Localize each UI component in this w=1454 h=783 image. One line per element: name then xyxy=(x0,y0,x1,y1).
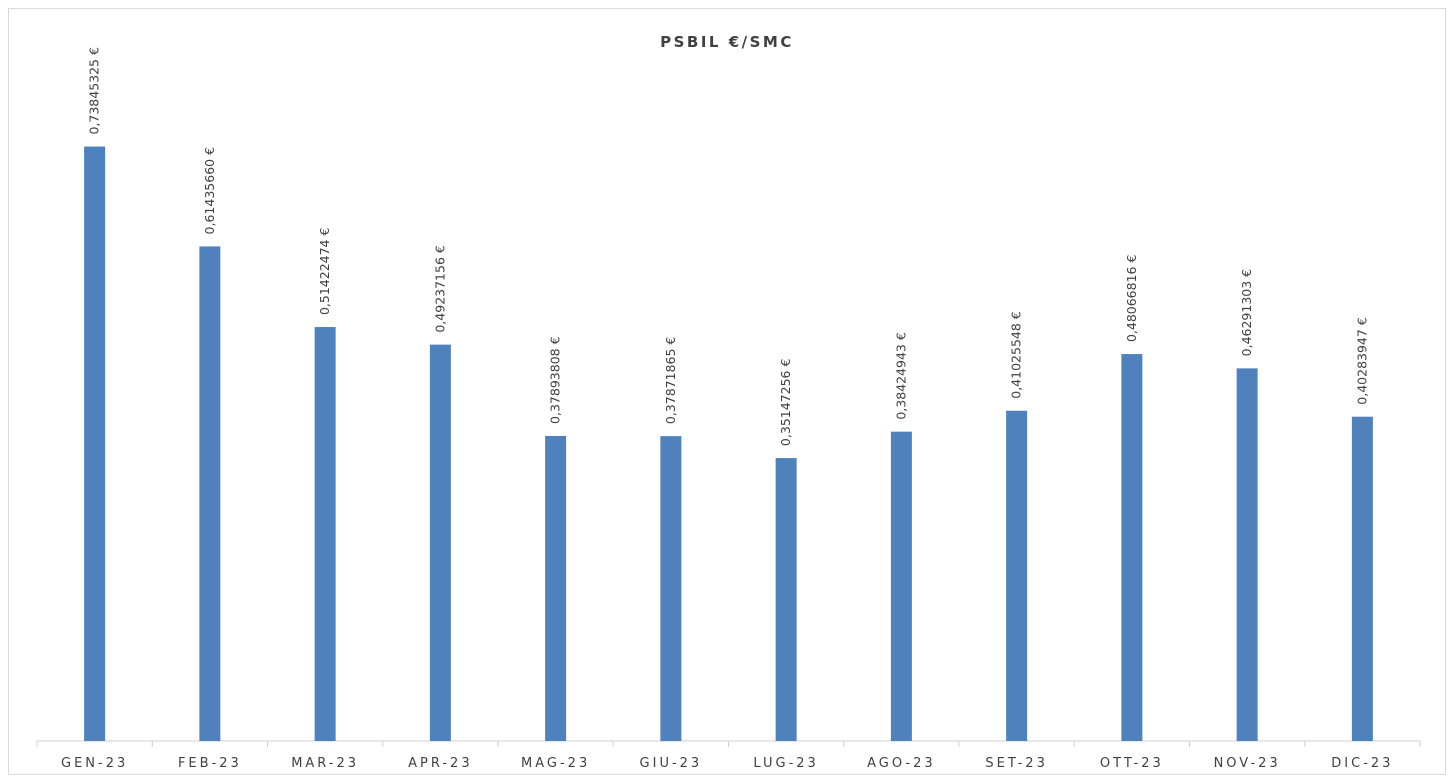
bars-group xyxy=(84,146,1373,741)
bar-nov-23 xyxy=(1236,368,1258,741)
bar-mar-23 xyxy=(314,327,336,741)
data-label-gen-23: 0,73845325 € xyxy=(87,47,102,135)
x-tick-label-giu-23: GIU-23 xyxy=(640,756,703,771)
data-label-set-23: 0,41025548 € xyxy=(1009,311,1024,399)
data-label-feb-23: 0,61435660 € xyxy=(202,147,217,235)
bar-apr-23 xyxy=(429,344,451,741)
bar-ago-23 xyxy=(890,431,912,741)
chart-title: PSBIL €/SMC xyxy=(660,33,794,51)
chart-frame xyxy=(8,8,1446,775)
bar-set-23 xyxy=(1006,410,1028,741)
bar-lug-23 xyxy=(775,458,797,741)
data-label-ago-23: 0,38424943 € xyxy=(893,332,908,420)
x-tick-label-ott-23: OTT-23 xyxy=(1100,756,1164,771)
x-tick-label-set-23: SET-23 xyxy=(985,756,1047,771)
data-label-dic-23: 0,40283947 € xyxy=(1354,317,1369,405)
bar-giu-23 xyxy=(660,436,682,741)
data-label-giu-23: 0,37871865 € xyxy=(663,337,678,425)
bar-ott-23 xyxy=(1121,354,1143,741)
bar-gen-23 xyxy=(84,146,106,741)
bar-mag-23 xyxy=(545,435,567,741)
x-tick-label-dic-23: DIC-23 xyxy=(1331,756,1393,771)
data-label-ott-23: 0,48066816 € xyxy=(1124,255,1139,343)
x-tick-labels-group: GEN-23 FEB-23 MAR-23 APR-23 MAG-23 GIU-23 LUG-… xyxy=(61,756,1393,771)
data-label-mag-23: 0,37893808 € xyxy=(548,336,563,424)
data-label-mar-23: 0,51422474 € xyxy=(317,228,332,316)
x-tick-label-lug-23: LUG-23 xyxy=(753,756,818,771)
data-label-lug-23: 0,35147256 € xyxy=(778,359,793,447)
x-tick-label-feb-23: FEB-23 xyxy=(178,756,242,771)
data-labels-group: 0,73845325 € 0,61435660 € 0,51422474 € 0,49… xyxy=(87,47,1370,446)
x-tick-label-apr-23: APR-23 xyxy=(408,756,472,771)
x-axis-ticks xyxy=(36,741,1421,747)
x-tick-label-ago-23: AGO-23 xyxy=(867,756,936,771)
x-tick-label-mar-23: MAR-23 xyxy=(291,756,359,771)
x-tick-label-mag-23: MAG-23 xyxy=(521,756,590,771)
x-tick-label-nov-23: NOV-23 xyxy=(1214,756,1281,771)
bar-dic-23 xyxy=(1351,416,1373,741)
data-label-nov-23: 0,46291303 € xyxy=(1239,269,1254,357)
bar-feb-23 xyxy=(199,246,221,741)
data-label-apr-23: 0,49237156 € xyxy=(432,245,447,333)
x-tick-label-gen-23: GEN-23 xyxy=(61,756,128,771)
